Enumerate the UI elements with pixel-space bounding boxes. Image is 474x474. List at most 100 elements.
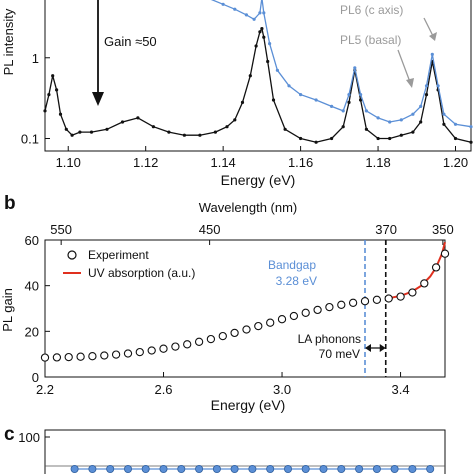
panel-c-point (230, 464, 239, 473)
panel-b-top-ticks: 550 450 370 350 (50, 222, 454, 245)
panel-c-point (408, 464, 417, 473)
panel-a-black-point (105, 127, 109, 131)
panel-b-top-tick-label: 370 (375, 222, 397, 237)
panel-a-black-point (120, 120, 125, 124)
panel-a-xtick-label: 1.20 (443, 155, 468, 170)
panel-a-black-point (167, 130, 171, 134)
legend-uv-label: UV absorption (a.u.) (88, 266, 195, 280)
panel-b-yticks: 0 20 40 60 (25, 233, 50, 385)
panel-a-black-point (55, 88, 59, 92)
legend-experiment-label: Experiment (88, 248, 149, 262)
panel-a-xtick-label: 1.10 (56, 155, 81, 170)
panel-a-blue-point (347, 93, 351, 97)
panel-c-point (70, 464, 79, 473)
panel-c-series (70, 464, 435, 473)
panel-b-ytick-label: 0 (32, 370, 39, 385)
panel-b-ytick-label: 20 (25, 324, 39, 339)
panel-a-black-point (70, 133, 74, 137)
panel-a-xtick-label: 1.14 (210, 155, 235, 170)
panel-c-point (319, 464, 328, 473)
panel-b-xlabel: Energy (eV) (211, 397, 286, 413)
panel-a-xlabel: Energy (eV) (221, 172, 296, 188)
bandgap-value: 3.28 eV (276, 274, 317, 288)
la-phonons-arrow (365, 344, 386, 352)
panel-c-point (248, 464, 257, 473)
experiment-point (266, 318, 275, 327)
panel-a-black-point (453, 136, 458, 141)
panel-a-black-point (136, 116, 140, 120)
panel-a-black-point (469, 140, 473, 144)
gain-arrow-head (92, 92, 104, 106)
panel-c-frame (44, 429, 446, 474)
panel-a-black-point (47, 93, 51, 97)
experiment-point (313, 305, 322, 315)
panel-a-blue-point (353, 66, 357, 70)
panel-a-blue-point (453, 122, 458, 126)
pl5-arrow-head (406, 78, 414, 88)
panel-b-xtick-label: 3.4 (392, 382, 410, 397)
pl6-label: PL6 (c axis) (340, 3, 403, 17)
panel-a-black-point (225, 125, 229, 129)
experiment-point (135, 347, 144, 357)
experiment-point (123, 349, 133, 358)
panel-b-xtick-label: 2.6 (154, 382, 172, 397)
panel-a-blue-point (469, 125, 473, 129)
experiment-point (206, 334, 216, 344)
panel-a-blue-point (376, 116, 380, 120)
panel-a-blue-point (341, 109, 345, 113)
panel-a-blue-point (299, 93, 303, 97)
panel-c-point (195, 464, 204, 473)
panel-a-black-point (262, 35, 266, 39)
la-arrow-head-right (379, 344, 386, 352)
experiment-point (408, 288, 417, 297)
panel-c: c 100 (4, 424, 446, 474)
panel-c-label: c (4, 424, 15, 445)
experiment-point (52, 353, 62, 362)
experiment-point (337, 300, 346, 309)
experiment-point (372, 295, 382, 304)
panel-a-yticks: 0.11 (21, 51, 50, 146)
experiment-point (100, 351, 109, 360)
panel-b-xticks: 2.2 2.6 3.0 3.4 (36, 372, 410, 397)
panel-a-black-point (341, 125, 345, 129)
panel-a-blue-point (330, 104, 334, 108)
panel-a-frame (44, 0, 472, 152)
legend-experiment-marker (67, 250, 77, 260)
panel-b-top-tick-label: 550 (50, 222, 72, 237)
panel-a-black-point (359, 98, 363, 102)
panel-a-black-point (271, 98, 276, 102)
pl6-arrow-head (429, 32, 437, 41)
experiment-point (420, 279, 429, 288)
panel-a-blue-point (399, 118, 403, 122)
panel-a-blue-point (364, 109, 368, 113)
panel-a-blue-point (275, 68, 279, 72)
panel-a-blue-point (233, 7, 237, 11)
experiment-point (218, 331, 227, 341)
panel-a-black-point (43, 109, 47, 113)
experiment-point (159, 344, 168, 353)
panel-a-black-point (254, 44, 258, 48)
panel-a-black-point (364, 127, 368, 131)
panel-a-blue-point (244, 13, 248, 17)
panel-a-black-point (240, 100, 245, 104)
panel-a-blue-point (442, 112, 446, 116)
panel-b-ytick-label: 60 (25, 233, 39, 248)
panel-c-point (212, 464, 221, 473)
panel-a-blue-point (314, 98, 318, 102)
panel-c-point (337, 464, 346, 473)
panel-b-series (40, 242, 450, 362)
panel-a-xtick-label: 1.12 (133, 155, 158, 170)
panel-a-blue-point (262, 11, 266, 15)
pl5-arrow-line (397, 49, 411, 83)
experiment-point (289, 311, 299, 321)
panel-a-blue-point (436, 84, 440, 88)
experiment-point (301, 308, 310, 317)
panel-a-black-point (283, 127, 287, 131)
panel-a-blue-point (419, 104, 423, 108)
panel-a-blue-point (388, 120, 392, 124)
panel-a-black-point (258, 30, 262, 34)
panel-a-black-point (376, 136, 380, 141)
panel-a-blue-point (430, 52, 434, 57)
panel-b-vlines (364, 240, 387, 377)
experiment-point (171, 342, 180, 351)
